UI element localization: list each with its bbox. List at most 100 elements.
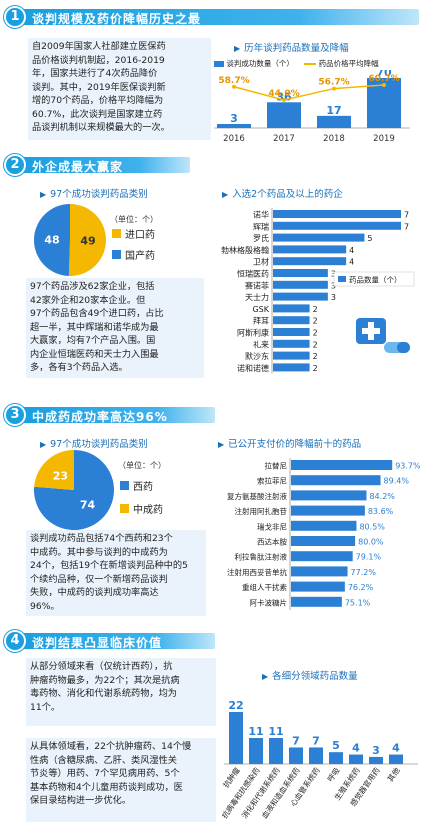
drug-label: 索拉菲尼 — [257, 476, 287, 486]
value-label: 89.4% — [384, 477, 410, 486]
section-number: 3 — [4, 404, 26, 426]
section-4-line: 毒药物、消化和代谢系统药物，均为 — [30, 688, 177, 699]
section-4-line: 性病（含糖尿病、乙肝、类风湿性关 — [30, 754, 177, 766]
section-4-text-block-1 — [26, 658, 216, 726]
section-4-line: 从部分领域来看（仅统计西药），抗 — [30, 661, 173, 672]
company-label: 天士力 — [245, 292, 269, 302]
legend-western: 西药 — [133, 482, 153, 493]
company-label: 辉瑞 — [253, 221, 269, 231]
intro-line: 谈判。其中，2019年医保谈判新 — [32, 81, 166, 93]
reduction-line — [233, 84, 385, 101]
value-label: 70 — [376, 70, 392, 79]
pie-subtitle: ▶ 97个成功谈判药品类别 — [40, 439, 148, 450]
bar-注射用阿扎胞苷 — [291, 505, 365, 516]
intro-text-block — [28, 38, 211, 140]
section-2-line: 超一半，其中辉瑞和诺华成为最 — [30, 321, 159, 333]
bar-消化和代谢系统药 — [269, 738, 283, 764]
bar-辉瑞 — [273, 221, 401, 230]
bar-赛诺菲 — [273, 280, 328, 289]
slice-label: 48 — [44, 234, 59, 247]
legend-swatch — [338, 276, 346, 282]
value-label: 3 — [230, 112, 238, 125]
x-tick-label: 2018 — [323, 134, 345, 144]
company-label: 恒瑞医药 — [237, 269, 269, 279]
value-label: 3 — [372, 744, 380, 757]
value-label: 3 — [331, 270, 336, 279]
value-label: 4 — [392, 742, 400, 755]
value-label: 17 — [326, 104, 341, 117]
pct-label: 56.7% — [318, 78, 349, 88]
pct-label: 44.0% — [268, 89, 299, 99]
section-4-paragraph-2: 从具体领域看，22个抗肿瘤药、14个慢 性病（含糖尿病、乙肝、类风湿性关 节炎等）用… — [30, 740, 216, 808]
value-label: 7 — [292, 734, 300, 747]
value-label: 76.2% — [348, 583, 374, 592]
line-point — [282, 98, 286, 102]
bar-瑞戈非尼 — [291, 520, 357, 531]
intro-line: 品谈判机制以来规模最大的一次。 — [32, 122, 170, 133]
value-label: 7 — [404, 211, 409, 220]
bar-索拉菲尼 — [291, 475, 381, 486]
pct-label: 58.7% — [218, 76, 249, 86]
value-label: 22 — [228, 699, 243, 712]
section-4-line: 保目录结构进一步优化。 — [30, 795, 132, 806]
section-3-text-block — [26, 530, 206, 616]
value-label: 2 — [313, 352, 318, 361]
line-point — [332, 86, 336, 91]
legend-item-count: 谈判成功数量（个） — [226, 59, 294, 68]
company-label: 卫材 — [253, 257, 269, 267]
x-tick-label: 呼吸 — [325, 765, 342, 783]
value-label: 7 — [312, 734, 320, 747]
pct-label: 60.7% — [368, 74, 399, 84]
bar-感觉器官用药 — [369, 756, 383, 764]
slice-西药 — [34, 450, 114, 530]
section-4-header: 4 谈判结果凸显临床价值 — [0, 630, 425, 652]
value-label: 2 — [313, 305, 318, 314]
slice-label: 49 — [80, 234, 95, 247]
section-number: 2 — [4, 154, 26, 176]
company-label: 默沙东 — [245, 351, 269, 361]
bar-默沙东 — [273, 351, 310, 360]
section-2-line: 42家外企和20家本企业。但 — [30, 294, 146, 306]
value-label: 4 — [349, 246, 354, 255]
company-label: GSK — [252, 305, 269, 314]
capsule-icon — [397, 342, 410, 353]
section-title: 外企成最大赢家 — [32, 160, 124, 174]
legend-domestic: 国产药 — [125, 251, 155, 262]
bar-2016 — [217, 124, 251, 128]
field-bar-chart: 22抗肿瘤11抗病毒和抗感染药11消化和代谢系统药7血液和造血系统药7心血管系统… — [222, 699, 418, 820]
value-label: 4 — [352, 742, 360, 755]
value-label: 84.2% — [369, 492, 395, 501]
bar-抗肿瘤 — [229, 712, 243, 764]
value-label: 3 — [331, 281, 336, 290]
bar-诺华 — [273, 210, 401, 218]
slice-中成药 — [34, 450, 74, 490]
x-tick-label: 抗肿瘤 — [222, 765, 242, 790]
import-pie-chart: 49 48 — [34, 204, 106, 276]
bar-天士力 — [273, 292, 328, 301]
intro-line: 增的70个药品，价格平均降幅为 — [32, 95, 164, 106]
bar-勃林格殷格翰 — [273, 245, 347, 254]
legend-box — [333, 271, 415, 287]
drug-label: 阿卡波糖片 — [250, 597, 288, 607]
pie-unit: （单位：个） — [118, 461, 166, 470]
value-label: 80.5% — [359, 522, 385, 531]
company-label: 赛诺菲 — [245, 280, 269, 290]
section-2-line: 大赢家，均有7个产品入围。国 — [30, 335, 156, 346]
drug-label: 注射用西妥昔单抗 — [227, 567, 287, 577]
intro-line: 60.7%，此次谈判是国家建立药 — [32, 108, 163, 120]
section-3-paragraph: 谈判成功药品包括74个西药和23个 中成药。其中参与谈判的中成药为 24个，包括19… — [30, 532, 208, 613]
section-3-line: 谈判成功药品包括74个西药和23个 — [30, 533, 173, 544]
drug-label: 瑞戈非尼 — [257, 521, 287, 531]
section-4-line: 节炎等）用药、7个罕见病用药、5个 — [30, 768, 180, 779]
section-3-line: 个续约品种，仅一个新增药品谈判 — [30, 573, 168, 585]
value-label: 75.1% — [345, 598, 371, 607]
section-4-line: 基本药物和4个儿童用药谈判成功，医 — [30, 781, 183, 793]
value-label: 7 — [404, 222, 409, 231]
bar-拉替尼 — [291, 460, 393, 470]
company-label: 拜耳 — [253, 316, 269, 326]
value-label: 3 — [331, 293, 336, 302]
drug-label: 重组人干扰素 — [242, 582, 287, 592]
bar-复方氨基酸注射液 — [291, 490, 367, 501]
drug-label: 利拉鲁肽注射液 — [235, 552, 288, 562]
value-label: 2 — [313, 329, 318, 338]
